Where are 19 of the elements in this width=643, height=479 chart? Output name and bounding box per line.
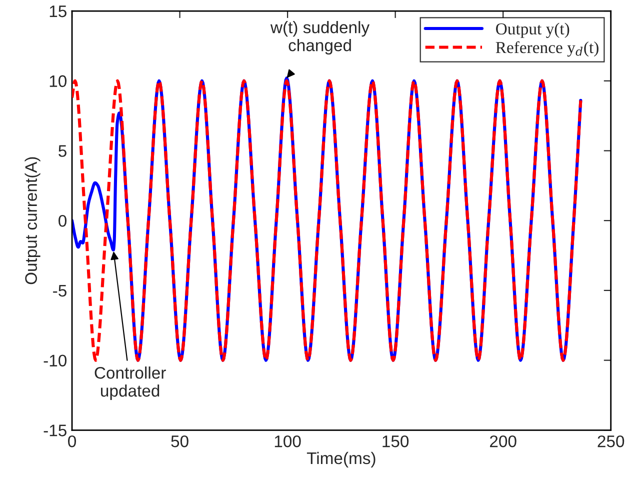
x-tick-label: 0 [68,435,76,448]
y-tick-label: 10 [50,75,67,88]
annotation: w(t) suddenly changed [270,21,370,55]
y-axis-title: Output current(A) [24,157,40,284]
legend-label: Reference y$_{d}$(t) [496,41,598,57]
y-tick-label: 0 [58,214,67,227]
legend-label: Output y(t) [496,22,570,38]
x-tick-label: 250 [598,435,624,448]
annotation: Controller updated [94,366,166,400]
y-tick-label: -10 [44,354,67,366]
y-tick-label: 15 [50,6,66,18]
y-tick-label: -15 [44,424,66,436]
x-tick-label: 50 [171,435,188,448]
y-tick-label: 5 [58,145,66,157]
x-tick-label: 200 [490,435,516,448]
x-tick-label: 100 [274,435,301,448]
y-tick-label: -5 [53,285,66,297]
x-axis-title: Time(ms) [306,452,376,468]
x-tick-label: 150 [382,435,409,448]
